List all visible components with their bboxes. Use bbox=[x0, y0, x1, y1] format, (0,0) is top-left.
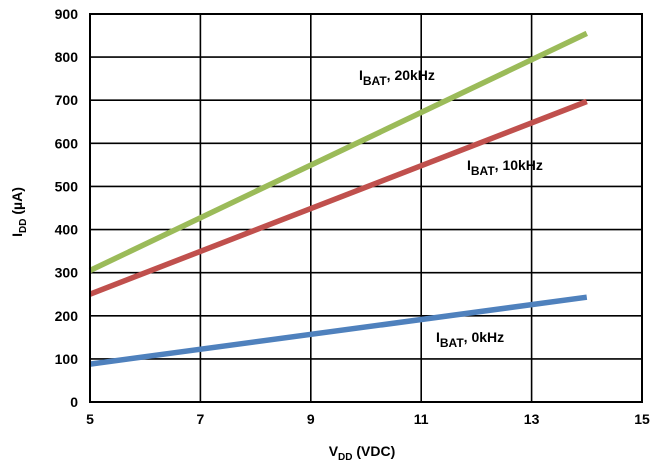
series-label-ibat-10khz: IBAT, 10kHz bbox=[467, 157, 543, 178]
tick-labels: 0 100 200 300 400 500 600 700 800 900 5 7 9 11 13 15 bbox=[55, 6, 650, 427]
x-tick-label: 15 bbox=[634, 411, 650, 427]
series-labels: IBAT, 20kHz IBAT, 10kHz IBAT, 0kHz bbox=[359, 67, 543, 350]
y-tick-label: 900 bbox=[55, 6, 79, 22]
chart-grid bbox=[89, 13, 643, 403]
y-tick-label: 500 bbox=[55, 178, 79, 194]
y-tick-label: 200 bbox=[55, 308, 79, 324]
x-tick-label: 5 bbox=[86, 411, 94, 427]
series-line-ibat-0khz bbox=[89, 294, 588, 367]
y-tick-label: 0 bbox=[70, 394, 78, 410]
x-tick-label: 13 bbox=[524, 411, 540, 427]
y-tick-label: 600 bbox=[55, 135, 79, 151]
series-label-ibat-20khz: IBAT, 20kHz bbox=[359, 67, 435, 88]
x-axis-title: VDD (VDC) bbox=[329, 443, 396, 463]
x-tick-label: 9 bbox=[307, 411, 315, 427]
series-label-ibat-0khz: IBAT, 0kHz bbox=[436, 329, 504, 350]
series-line-ibat-20khz bbox=[88, 30, 588, 273]
y-tick-label: 800 bbox=[55, 49, 79, 65]
series-line-ibat-10khz bbox=[89, 98, 588, 297]
chart-series bbox=[88, 30, 588, 367]
plot-frame bbox=[89, 13, 643, 403]
y-tick-label: 100 bbox=[55, 351, 79, 367]
x-tick-label: 11 bbox=[414, 411, 429, 427]
x-tick-label: 7 bbox=[197, 411, 205, 427]
y-axis-title: IDD (µA) bbox=[9, 187, 29, 237]
plot-border bbox=[89, 13, 643, 403]
y-tick-label: 700 bbox=[55, 92, 79, 108]
y-tick-label: 400 bbox=[55, 222, 79, 238]
y-tick-label: 300 bbox=[55, 265, 79, 281]
